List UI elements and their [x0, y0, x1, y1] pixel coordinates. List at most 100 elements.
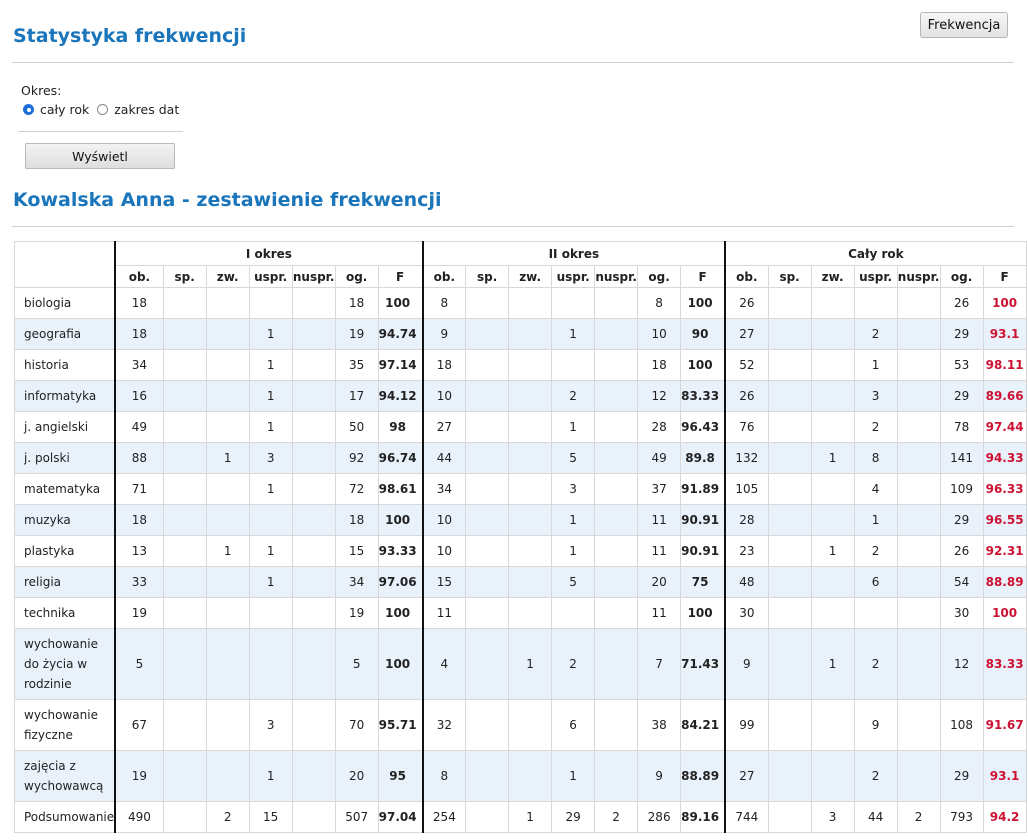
table-cell — [205, 349, 250, 381]
table-cell — [205, 699, 250, 751]
table-cell: 2 — [551, 380, 596, 412]
table-cell: 94.33 — [982, 442, 1027, 474]
table-cell — [508, 411, 553, 443]
table-cell: 8 — [853, 442, 898, 474]
show-button[interactable]: Wyświetl — [25, 143, 175, 169]
table-cell: 27 — [421, 411, 467, 443]
table-cell — [291, 628, 336, 700]
subject-cell: historia — [14, 349, 116, 381]
full-year-radio-label[interactable]: cały rok — [40, 102, 90, 117]
column-header: og. — [637, 265, 682, 288]
table-cell: 2 — [205, 801, 250, 833]
table-cell — [767, 535, 812, 567]
table-cell: 10 — [421, 535, 467, 567]
table-cell: 100 — [680, 597, 726, 629]
table-cell — [896, 597, 941, 629]
table-cell — [465, 535, 510, 567]
table-cell: 2 — [853, 535, 898, 567]
table-cell — [465, 504, 510, 536]
table-cell — [508, 349, 553, 381]
table-cell: 10 — [421, 380, 467, 412]
table-cell: 29 — [939, 504, 984, 536]
subject-cell: zajęcia z wychowawcą — [14, 750, 116, 802]
table-cell: 100 — [982, 597, 1027, 629]
column-header: zw. — [205, 265, 250, 288]
table-cell: 95 — [377, 750, 424, 802]
table-cell — [896, 318, 941, 350]
table-cell: 19 — [114, 597, 164, 629]
title-divider — [12, 62, 1014, 63]
table-cell — [810, 318, 855, 350]
subject-cell: j. polski — [14, 442, 116, 474]
table-cell — [767, 597, 812, 629]
table-cell — [291, 473, 336, 505]
table-cell: 94.2 — [982, 801, 1027, 833]
table-cell: 105 — [724, 473, 769, 505]
table-cell: 23 — [724, 535, 769, 567]
table-cell — [291, 597, 336, 629]
subject-cell: muzyka — [14, 504, 116, 536]
table-cell: 1 — [205, 535, 250, 567]
table-cell — [508, 380, 553, 412]
table-cell: 1 — [551, 411, 596, 443]
table-cell: 98.11 — [982, 349, 1027, 381]
table-cell: 94.74 — [377, 318, 424, 350]
table-cell — [896, 442, 941, 474]
subject-header — [14, 241, 116, 288]
table-cell — [594, 535, 639, 567]
table-cell — [205, 473, 250, 505]
table-cell — [810, 380, 855, 412]
subject-cell: matematyka — [14, 473, 116, 505]
table-cell: 9 — [724, 628, 769, 700]
table-cell — [810, 287, 855, 319]
table-row: technika 19 19 100 11 11 100 30 30 100 — [14, 597, 1027, 629]
attendance-button[interactable]: Frekwencja — [920, 12, 1008, 38]
table-cell — [594, 504, 639, 536]
table-cell — [767, 628, 812, 700]
table-cell: 78 — [939, 411, 984, 443]
subject-cell: j. angielski — [14, 411, 116, 443]
table-cell: 1 — [205, 442, 250, 474]
table-cell: 50 — [334, 411, 379, 443]
table-cell: 29 — [939, 750, 984, 802]
table-cell: 1 — [853, 349, 898, 381]
table-cell — [162, 504, 207, 536]
table-cell: 1 — [508, 801, 553, 833]
report-divider — [12, 226, 1014, 227]
table-cell: 94.12 — [377, 380, 424, 412]
date-range-radio-label[interactable]: zakres dat — [114, 102, 180, 117]
table-cell: 2 — [853, 411, 898, 443]
table-cell: 8 — [637, 287, 682, 319]
table-cell: 2 — [594, 801, 639, 833]
table-cell — [896, 699, 941, 751]
table-cell — [767, 318, 812, 350]
table-cell — [162, 380, 207, 412]
table-cell — [465, 318, 510, 350]
table-cell — [162, 801, 207, 833]
table-cell: 100 — [377, 287, 424, 319]
column-header: nuspr. — [896, 265, 941, 288]
table-cell — [594, 349, 639, 381]
date-range-radio[interactable] — [97, 104, 109, 115]
table-cell — [465, 566, 510, 598]
table-cell — [248, 287, 293, 319]
table-cell: 100 — [680, 287, 726, 319]
table-cell: 67 — [114, 699, 164, 751]
table-cell: 99 — [724, 699, 769, 751]
full-year-radio[interactable] — [23, 104, 34, 115]
table-cell: 44 — [421, 442, 467, 474]
table-cell — [594, 473, 639, 505]
table-cell: 32 — [421, 699, 467, 751]
table-cell: 89.66 — [982, 380, 1027, 412]
table-cell: 507 — [334, 801, 379, 833]
table-row: historia 34 1 35 97.14 18 18 100 52 1 53 98.11 — [14, 349, 1027, 381]
table-cell — [810, 349, 855, 381]
table-cell: 96.55 — [982, 504, 1027, 536]
column-header: F — [982, 265, 1027, 288]
table-cell: 18 — [637, 349, 682, 381]
table-cell: 1 — [248, 380, 293, 412]
table-cell: 27 — [724, 750, 769, 802]
table-cell: 30 — [724, 597, 769, 629]
table-cell: 12 — [637, 380, 682, 412]
table-cell: 793 — [939, 801, 984, 833]
